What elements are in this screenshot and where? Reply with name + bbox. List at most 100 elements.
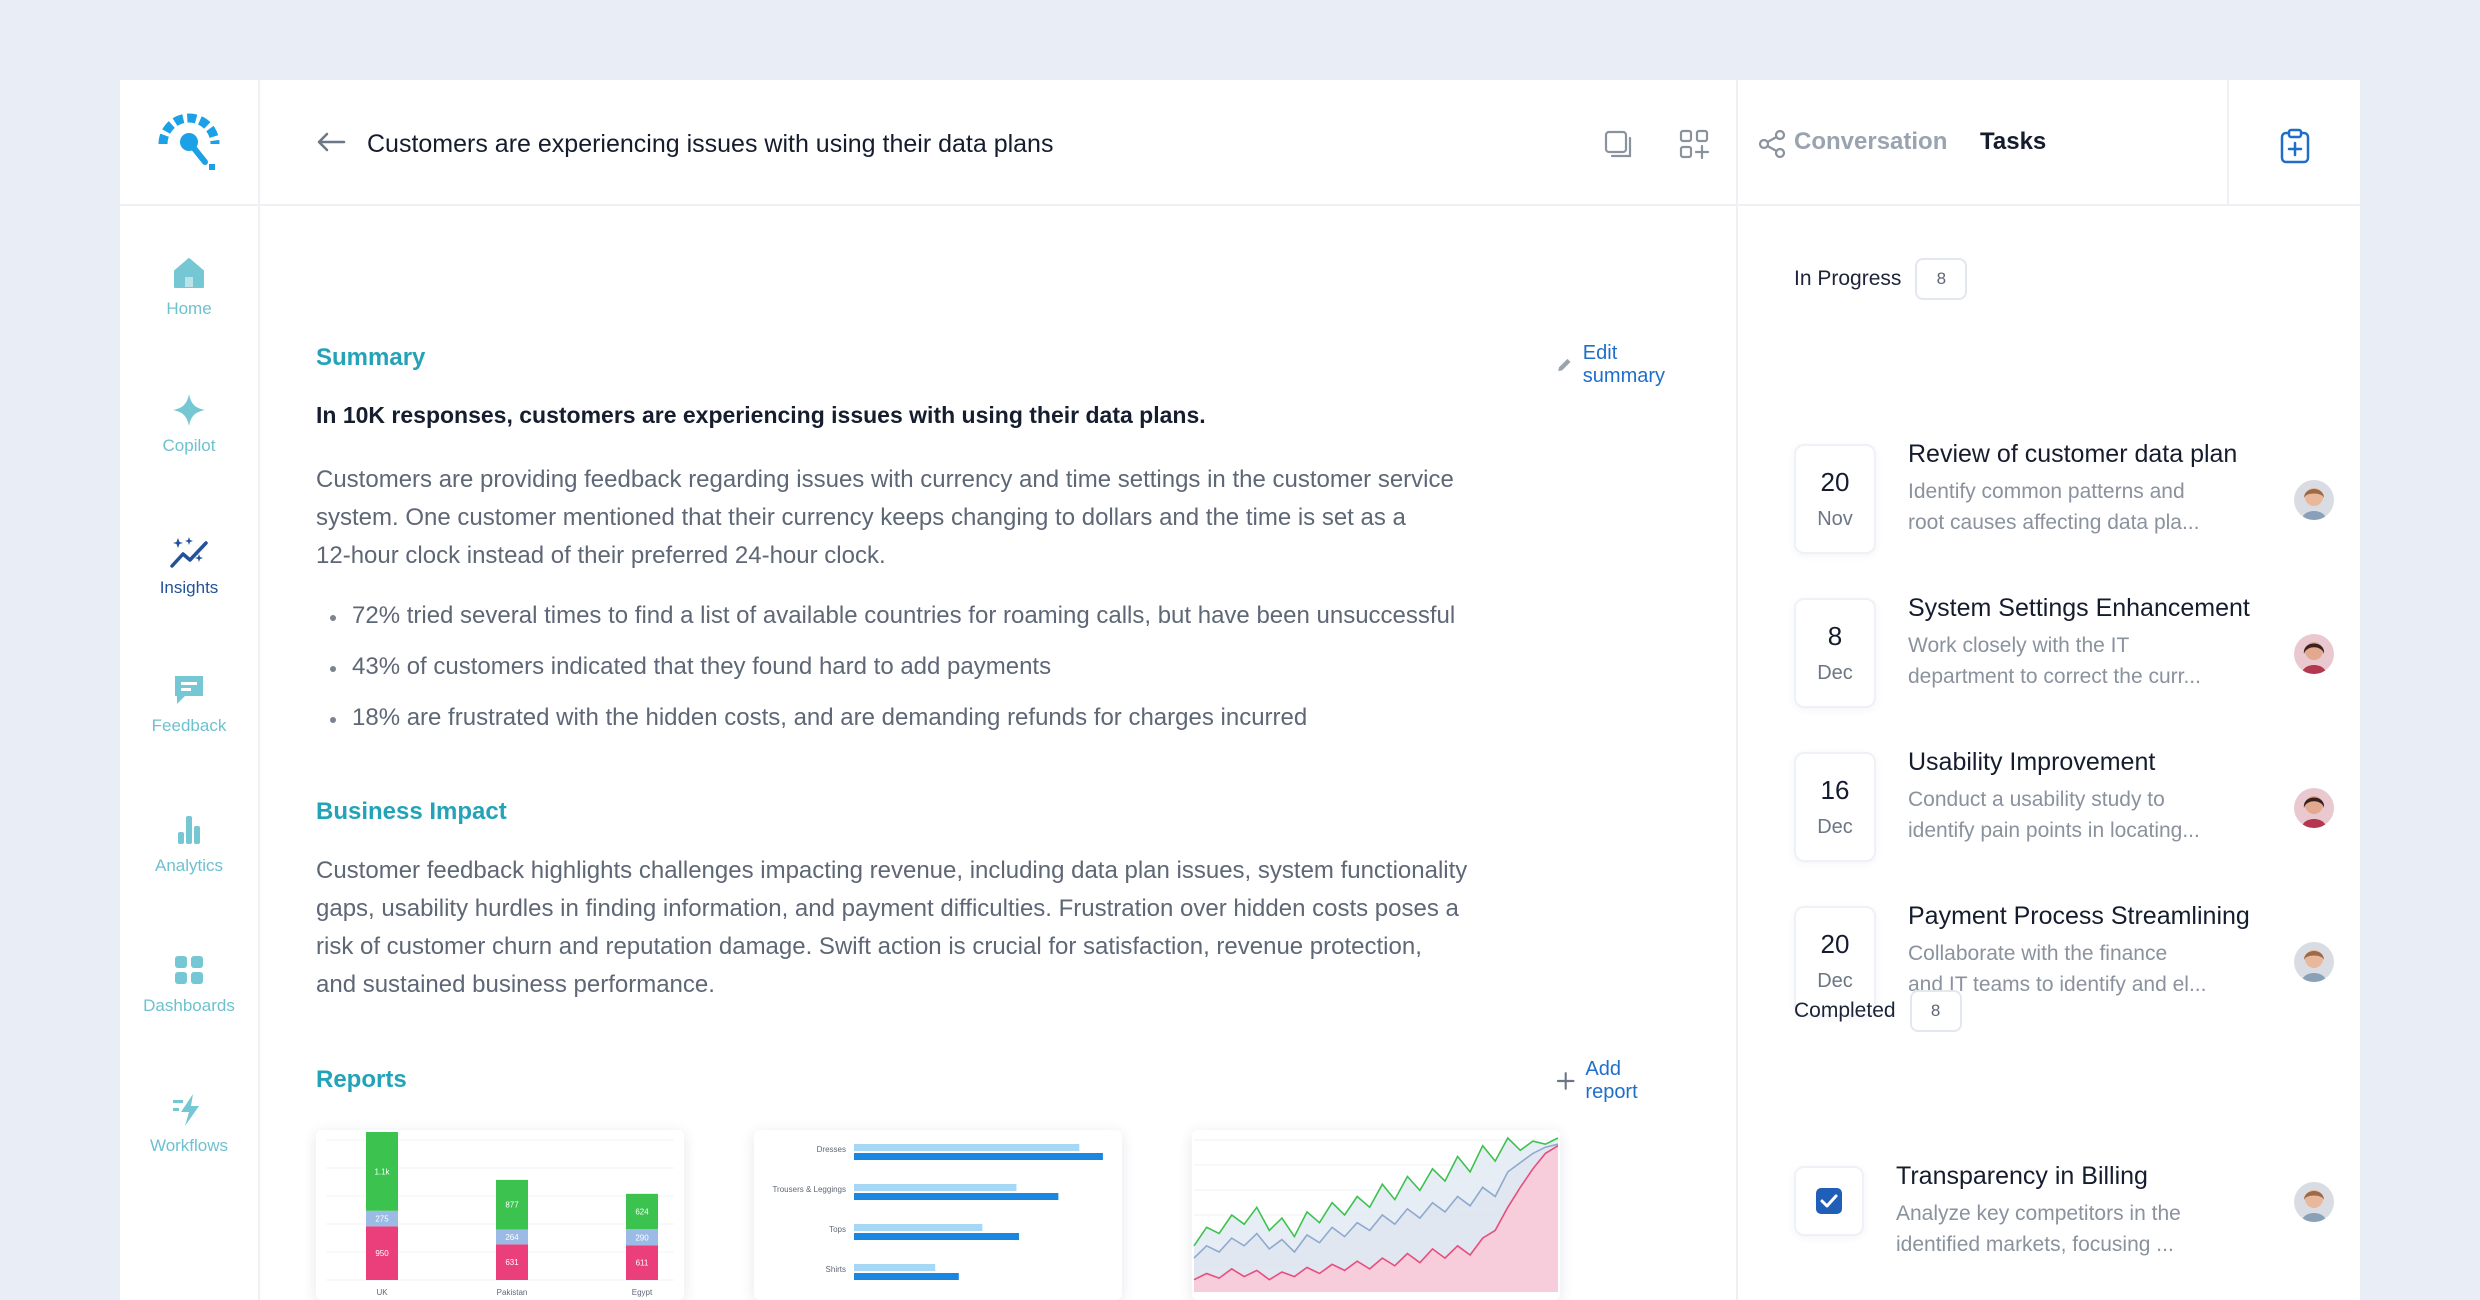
main-content: Customers are experiencing issues with u… [260,80,1786,1300]
reports-heading: Reports [316,1066,407,1093]
bar [854,1153,1103,1160]
in-progress-header: In Progress 8 [1794,258,1968,300]
app-logo[interactable] [120,80,258,206]
avatar-icon [2294,480,2334,520]
task-desc-line: Collaborate with the finance [1908,942,2168,965]
nav-label-insights: Insights [159,578,219,597]
panel-tabs: Conversation Tasks [1738,80,2360,206]
bar [854,1144,1080,1151]
avatar [2294,788,2334,828]
bar [854,1233,1020,1240]
stacked-bar-segment [626,1229,658,1246]
header-bar: Customers are experiencing issues with u… [260,80,1786,206]
bar [854,1193,1059,1200]
task-date: 16 Dec [1794,752,1876,862]
nav-item-feedback[interactable]: Feedback [120,672,258,736]
segment-label: 631 [505,1258,519,1267]
task-checkbox[interactable] [1794,1166,1864,1236]
logo-icon [158,113,220,170]
back-button[interactable] [316,132,346,157]
avatar [2294,634,2334,674]
task-description: Conduct a usability study to identify pa… [1908,784,2248,846]
task-item[interactable]: 16 Dec Usability Improvement Conduct a u… [1794,748,2334,868]
bullet-item: 43% of customers indicated that they fou… [330,653,1455,704]
stacked-bar-segment [366,1210,398,1227]
sidebar-nav: Home Copilot Insights Feedback [120,80,260,1300]
stacked-bar-chart: 950 275 1.1k UK 631 264 877 Pakistan 611 290 624 Eg… [326,1132,674,1297]
task-title: Usability Improvement [1908,748,2156,776]
bar [854,1224,983,1231]
report-card-stacked[interactable]: 950 275 1.1k UK 631 264 877 Pakistan 611 290 624 Eg… [316,1130,684,1300]
report-card-hbar[interactable]: Dresses Trousers & Leggings Tops Shirts [754,1130,1122,1300]
apps-grid-icon [1679,129,1710,160]
nav-item-analytics[interactable]: Analytics [120,812,258,876]
segment-label: 264 [505,1233,519,1242]
task-desc-line: Conduct a usability study to [1908,788,2165,811]
segment-label: 877 [505,1201,519,1210]
tab-conversation[interactable]: Conversation [1794,128,1948,155]
task-month: Nov [1817,508,1853,530]
category-label: Dresses [817,1145,846,1154]
category-label: Tops [829,1225,846,1234]
series-line [1193,1143,1559,1259]
nav-label-home: Home [166,299,212,318]
segment-label: 624 [635,1207,649,1216]
add-report-button[interactable]: Add report [1556,1058,1676,1104]
summary-line: Customers are providing feedback regardi… [316,466,1454,493]
layout-button[interactable] [1678,128,1710,165]
nav-label-workflows: Workflows [149,1136,229,1155]
home-icon [174,258,204,288]
task-month: Dec [1817,970,1853,992]
tab-tasks[interactable]: Tasks [1980,128,2047,155]
task-item-completed[interactable]: Transparency in Billing Analyze key comp… [1794,1162,2334,1282]
task-title: System Settings Enhancement [1908,594,2250,622]
task-description: Analyze key competitors in the identifie… [1896,1198,2236,1260]
stacked-bar-segment [366,1132,398,1211]
impact-line: gaps, usability hurdles in finding infor… [316,895,1459,922]
nav-item-copilot[interactable]: Copilot [120,392,258,456]
workflow-icon [173,1094,199,1126]
task-desc-line: identify pain points in locating... [1908,819,2200,842]
completed-label: Completed [1794,999,1896,1022]
task-item[interactable]: 20 Dec Payment Process Streamlining Coll… [1794,902,2334,1022]
share-button[interactable] [1756,128,1788,165]
summary-bullets: 72% tried several times to find a list o… [330,602,1455,755]
task-desc-line: root causes affecting data pla... [1908,511,2200,534]
completed-header: Completed 8 [1794,990,1962,1032]
category-label: Egypt [632,1288,653,1297]
stacked-bar-segment [366,1226,398,1280]
pencil-icon [1558,358,1571,372]
segment-label: 611 [636,1259,649,1268]
category-label: Trousers & Leggings [772,1185,846,1194]
task-day: 16 [1820,775,1850,805]
bar [854,1184,1017,1191]
edit-summary-button[interactable]: Edit summary [1556,342,1676,388]
task-item[interactable]: 20 Nov Review of customer data plan Iden… [1794,440,2334,560]
task-description: Identify common patterns and root causes… [1908,476,2248,538]
summary-line: system. One customer mentioned that thei… [316,504,1406,531]
avatar-icon [2294,942,2334,982]
nav-item-dashboards[interactable]: Dashboards [120,952,258,1016]
app-window: Home Copilot Insights Feedback [120,80,2360,1300]
avatar [2294,480,2334,520]
segment-label: 290 [635,1233,649,1242]
report-card-area[interactable] [1192,1130,1560,1300]
task-date: 20 Nov [1794,444,1876,554]
task-desc-line: and IT teams to identify and el... [1908,973,2207,996]
in-progress-count: 8 [1915,258,1968,300]
panel-divider [2227,80,2229,206]
avatar [2294,942,2334,982]
add-task-button[interactable] [2278,128,2312,169]
page-title: Customers are experiencing issues with u… [367,130,1054,158]
nav-item-home[interactable]: Home [120,255,258,319]
task-day: 20 [1820,467,1850,497]
task-description: Collaborate with the finance and IT team… [1908,938,2248,1000]
segment-label: 275 [375,1215,389,1224]
category-label: Pakistan [497,1288,528,1297]
copy-button[interactable] [1602,128,1634,165]
nav-item-workflows[interactable]: Workflows [120,1092,258,1156]
nav-label-feedback: Feedback [151,716,227,735]
nav-item-insights[interactable]: Insights [120,534,258,598]
category-label: Shirts [826,1265,846,1274]
task-item[interactable]: 8 Dec System Settings Enhancement Work c… [1794,594,2334,714]
